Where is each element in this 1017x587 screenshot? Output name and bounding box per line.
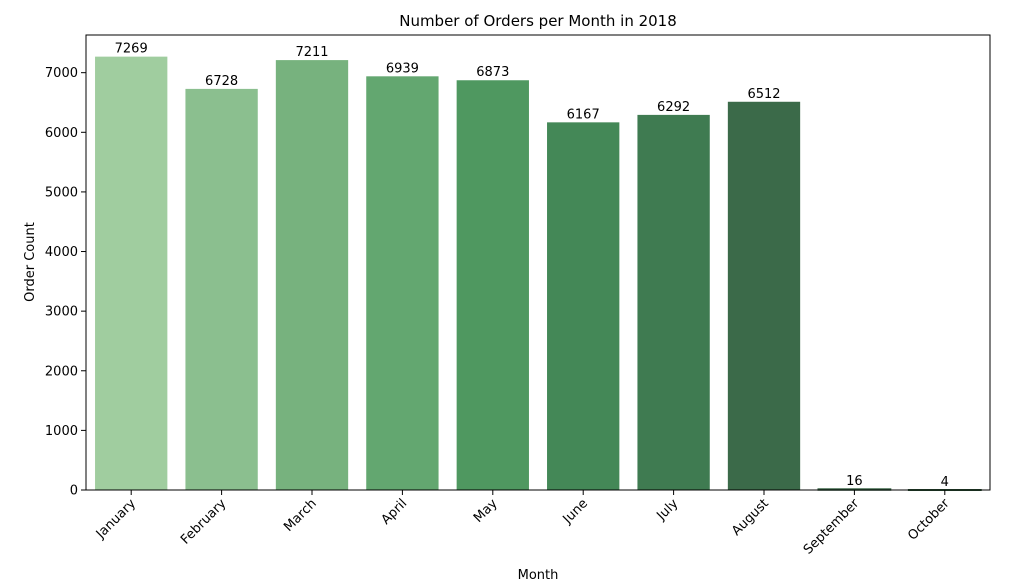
bar-february [185, 88, 258, 490]
data-label-february: 6728 [205, 74, 238, 89]
chart-title: Number of Orders per Month in 2018 [399, 12, 677, 30]
data-label-may: 6873 [476, 65, 509, 80]
y-tick-label-5000: 5000 [45, 185, 78, 200]
bar-january [95, 56, 168, 491]
data-label-march: 7211 [295, 45, 328, 60]
x-tick-label-may: May [471, 496, 501, 526]
y-tick-label-1000: 1000 [45, 424, 78, 439]
data-label-august: 6512 [747, 87, 780, 102]
x-tick-label-september: September [801, 496, 863, 558]
y-axis: 0 1000 2000 3000 4000 5000 6000 7000 [45, 66, 86, 499]
y-tick-label-6000: 6000 [45, 126, 78, 141]
bar-july [637, 114, 710, 490]
bar-august [727, 101, 801, 491]
y-tick-label-4000: 4000 [45, 245, 78, 260]
bars-group: 7269 6728 7211 6939 6873 6167 6292 6512 16 4 [95, 42, 982, 492]
data-label-january: 7269 [115, 42, 148, 57]
y-tick-label-0: 0 [70, 484, 78, 499]
x-tick-label-february: February [178, 496, 230, 548]
data-label-october: 4 [941, 475, 949, 490]
data-label-september: 16 [846, 474, 863, 489]
x-tick-label-june: June [560, 496, 591, 527]
bar-april [366, 76, 439, 491]
bar-june [547, 122, 620, 491]
x-axis: January February March April May June July Augu… [93, 490, 953, 558]
y-axis-label: Order Count [23, 222, 38, 302]
x-tick-label-january: January [93, 496, 139, 542]
bar-may [456, 80, 529, 490]
data-label-april: 6939 [386, 61, 419, 76]
x-tick-label-october: October [905, 496, 953, 544]
x-tick-label-july: July [654, 496, 682, 524]
data-label-july: 6292 [657, 100, 690, 115]
y-tick-label-3000: 3000 [45, 305, 78, 320]
x-tick-label-august: August [729, 496, 772, 539]
x-tick-label-march: March [281, 496, 320, 535]
bar-march [275, 60, 349, 490]
data-label-june: 6167 [567, 107, 600, 122]
x-axis-label: Month [518, 568, 559, 583]
plot-frame [85, 34, 991, 491]
y-tick-label-2000: 2000 [45, 364, 78, 379]
y-tick-label-7000: 7000 [45, 66, 78, 81]
x-tick-label-april: April [379, 496, 411, 528]
